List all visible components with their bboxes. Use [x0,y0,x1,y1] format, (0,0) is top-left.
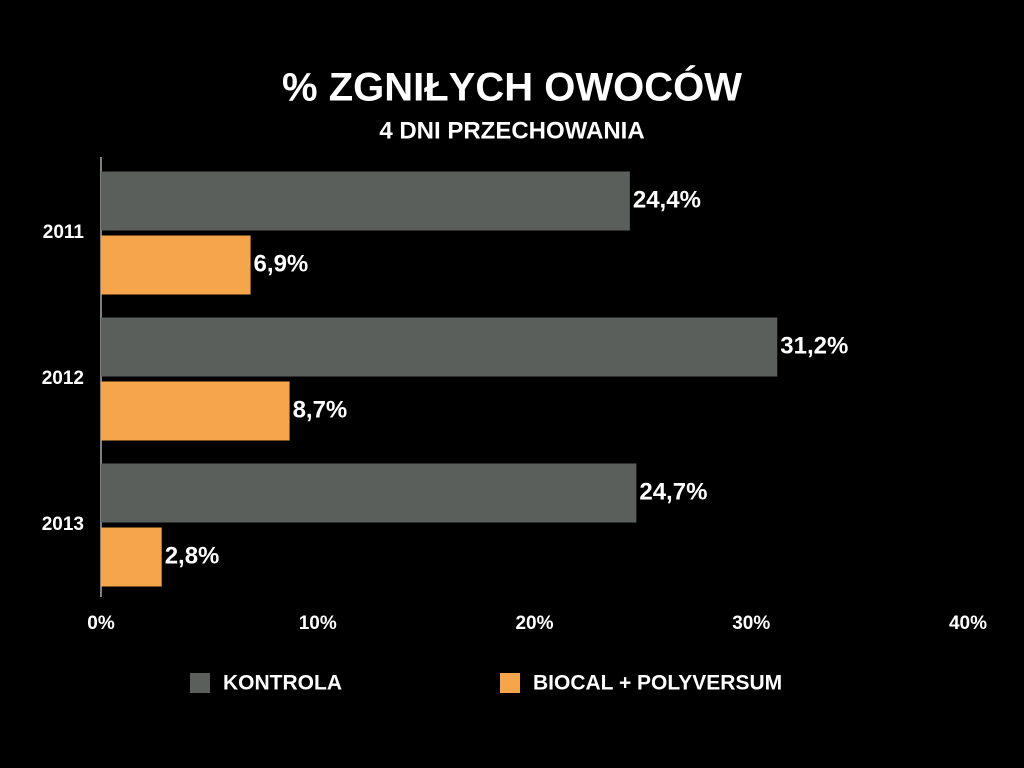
x-tick-label: 30% [732,613,770,634]
bar [101,527,162,587]
bar [101,317,778,377]
y-tick-label: 2012 [42,368,84,389]
value-label: 24,7% [639,478,707,505]
bar [101,463,637,523]
value-label: 8,7% [293,396,348,423]
x-tick-label: 20% [515,613,553,634]
bar [101,235,251,295]
legend-label: KONTROLA [223,672,342,695]
x-tick-label: 40% [949,613,987,634]
value-label: 2,8% [165,542,220,569]
legend-swatch [190,673,210,693]
bar [101,171,630,231]
chart-subtitle: 4 DNI PRZECHOWANIA [379,117,644,144]
y-tick-label: 2013 [42,514,84,535]
y-tick-label: 2011 [43,222,85,243]
x-tick-label: 10% [299,613,337,634]
legend-swatch [500,673,520,693]
bar [101,381,290,441]
value-label: 31,2% [780,332,848,359]
chart-title: % ZGNIŁYCH OWOCÓW [282,64,742,110]
value-label: 24,4% [633,186,701,213]
x-tick-label: 0% [87,613,115,634]
legend-label: BIOCAL + POLYVERSUM [533,672,782,695]
value-label: 6,9% [254,250,309,277]
